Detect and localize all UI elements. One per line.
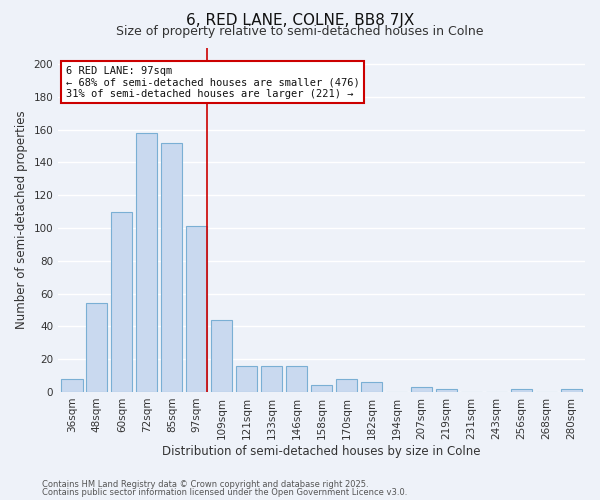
Y-axis label: Number of semi-detached properties: Number of semi-detached properties xyxy=(15,110,28,329)
Bar xyxy=(261,366,282,392)
Bar xyxy=(336,379,357,392)
Bar xyxy=(161,142,182,392)
Bar xyxy=(411,387,432,392)
Text: Size of property relative to semi-detached houses in Colne: Size of property relative to semi-detach… xyxy=(116,25,484,38)
Bar xyxy=(511,388,532,392)
Bar xyxy=(186,226,208,392)
Bar xyxy=(436,388,457,392)
Bar xyxy=(111,212,133,392)
Bar xyxy=(61,379,83,392)
X-axis label: Distribution of semi-detached houses by size in Colne: Distribution of semi-detached houses by … xyxy=(163,444,481,458)
Bar xyxy=(136,133,157,392)
Bar xyxy=(236,366,257,392)
Text: Contains HM Land Registry data © Crown copyright and database right 2025.: Contains HM Land Registry data © Crown c… xyxy=(42,480,368,489)
Text: Contains public sector information licensed under the Open Government Licence v3: Contains public sector information licen… xyxy=(42,488,407,497)
Bar xyxy=(211,320,232,392)
Text: 6, RED LANE, COLNE, BB8 7JX: 6, RED LANE, COLNE, BB8 7JX xyxy=(186,12,414,28)
Bar xyxy=(286,366,307,392)
Bar xyxy=(86,304,107,392)
Bar xyxy=(361,382,382,392)
Bar xyxy=(560,388,582,392)
Bar xyxy=(311,386,332,392)
Text: 6 RED LANE: 97sqm
← 68% of semi-detached houses are smaller (476)
31% of semi-de: 6 RED LANE: 97sqm ← 68% of semi-detached… xyxy=(65,66,359,98)
